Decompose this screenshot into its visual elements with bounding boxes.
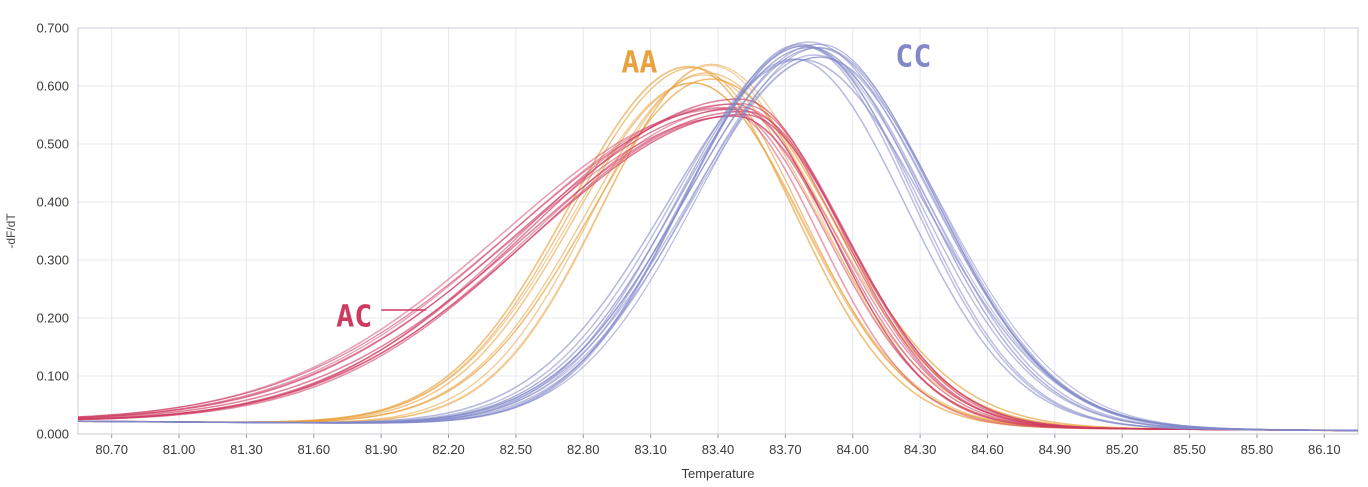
y-tick-label: 0.400 [36,195,69,210]
genotype-label-AC: AC [336,300,372,335]
genotype-label-CC: CC [895,40,931,75]
x-tick-label: 81.00 [163,442,196,457]
y-axis-title: -dF/dT [4,213,18,249]
x-tick-label: 85.80 [1241,442,1274,457]
x-tick-label: 81.30 [230,442,263,457]
x-tick-label: 84.60 [971,442,1004,457]
y-tick-label: 0.600 [36,79,69,94]
x-tick-label: 83.40 [702,442,735,457]
x-tick-label: 81.60 [298,442,331,457]
y-tick-label: 0.700 [36,21,69,36]
x-tick-label: 86.10 [1308,442,1341,457]
x-tick-label: 82.20 [432,442,465,457]
x-tick-label: 84.30 [904,442,937,457]
x-tick-label: 80.70 [95,442,128,457]
y-tick-label: 0.000 [36,427,69,442]
x-axis-title: Temperature [682,466,755,481]
melt-curve-CC [77,41,1358,432]
x-tick-label: 83.10 [634,442,667,457]
y-tick-label: 0.300 [36,253,69,268]
x-tick-label: 85.50 [1173,442,1206,457]
genotype-label-AA: AA [621,45,657,80]
melt-curve-AC [77,98,1358,432]
x-tick-label: 82.50 [500,442,533,457]
y-tick-label: 0.200 [36,311,69,326]
x-tick-label: 83.70 [769,442,802,457]
x-tick-label: 81.90 [365,442,398,457]
x-tick-label: 82.80 [567,442,600,457]
y-tick-label: 0.500 [36,137,69,152]
plot-frame [77,27,1359,435]
x-tick-label: 85.20 [1106,442,1139,457]
x-tick-label: 84.00 [836,442,869,457]
y-tick-label: 0.100 [36,369,69,384]
x-tick-label: 84.90 [1039,442,1072,457]
